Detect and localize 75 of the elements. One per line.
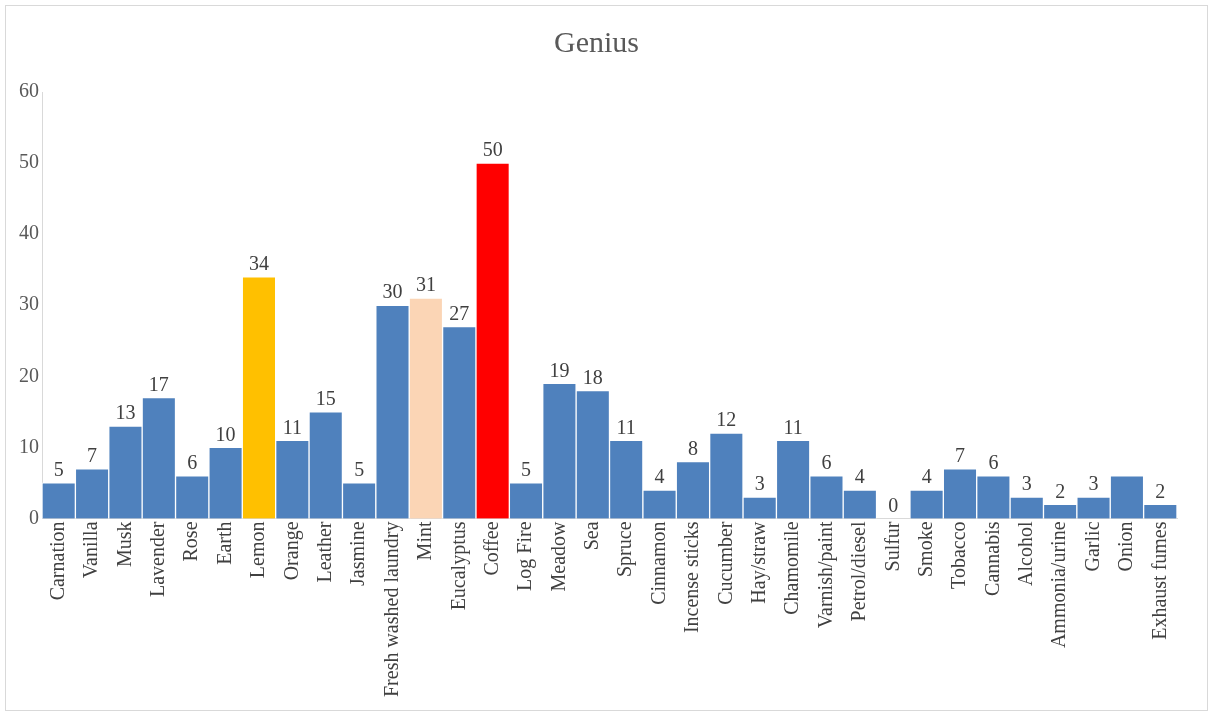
data-label: 6 <box>821 451 832 474</box>
data-label: 8 <box>687 436 698 459</box>
y-tick-label: 0 <box>29 505 39 528</box>
x-tick-label: Sulfur <box>880 521 903 572</box>
data-label: 27 <box>449 301 470 324</box>
x-tick-label: Orange <box>279 521 303 581</box>
x-tick-label: Leather <box>313 521 335 583</box>
x-tick-label: Ammonia/urine <box>1047 521 1070 649</box>
x-tick-label: Smoke <box>913 521 936 578</box>
data-label: 3 <box>754 472 765 495</box>
y-tick-label: 30 <box>19 292 39 315</box>
x-tick-label: Mint <box>413 521 436 561</box>
x-tick-label: Meadow <box>546 520 569 592</box>
x-tick-label: Chamomile <box>780 521 803 615</box>
y-tick-label: 50 <box>19 150 39 173</box>
data-label: 6 <box>988 451 999 474</box>
data-label: 31 <box>415 273 436 296</box>
data-label: 11 <box>282 415 302 438</box>
data-label: 13 <box>115 401 136 424</box>
data-label: 5 <box>354 458 365 481</box>
x-tick-label: Cucumber <box>713 521 736 605</box>
data-label: 17 <box>148 372 169 395</box>
x-tick-label: Garlic <box>1080 521 1103 572</box>
x-tick-label: Cinnamon <box>646 521 669 605</box>
data-label: 4 <box>654 465 665 488</box>
x-tick-label: Lemon <box>246 521 269 579</box>
x-tick-label: Rose <box>179 521 202 562</box>
x-tick-label: Eucalyptus <box>446 521 470 611</box>
x-tick-label: Musk <box>112 521 135 568</box>
x-tick-label: Sea <box>580 521 603 551</box>
data-label: 30 <box>382 280 403 303</box>
x-tick-label: Carnation <box>45 521 68 601</box>
x-tick-label: Lavender <box>146 521 169 597</box>
data-label: 18 <box>582 365 603 388</box>
x-tick-label: Earth <box>212 521 235 565</box>
data-label: 4 <box>854 465 865 488</box>
x-tick-label: Petrol/diesel <box>847 521 870 622</box>
y-tick-label: 60 <box>19 79 39 102</box>
x-tick-label: Hay/straw <box>746 520 770 604</box>
data-label: 10 <box>215 422 236 445</box>
data-label: 7 <box>87 443 98 466</box>
data-label: 19 <box>549 358 570 381</box>
x-tick-label: Incense sticks <box>680 521 703 634</box>
data-label: 12 <box>716 408 737 431</box>
data-label: 34 <box>248 252 269 275</box>
x-tick-label: Vanilla <box>79 521 102 579</box>
data-label: 5 <box>53 458 64 481</box>
data-label: 2 <box>1155 479 1166 502</box>
data-label: 50 <box>482 138 503 161</box>
y-tick-label: 10 <box>19 434 39 457</box>
x-tick-label: Fresh washed laundry <box>379 521 403 698</box>
data-label: 7 <box>955 443 966 466</box>
data-label: 0 <box>888 493 899 516</box>
x-tick-label: Varnish/paint <box>813 521 837 629</box>
x-tick-label: Onion <box>1114 521 1137 572</box>
x-tick-label: Log Fire <box>513 521 537 591</box>
data-label: 2 <box>1055 479 1066 502</box>
chart-title: Genius <box>554 24 639 58</box>
data-label: 3 <box>1021 472 1032 495</box>
x-tick-label: Cannabis <box>980 521 1003 596</box>
x-tick-label: Alcohol <box>1014 521 1037 586</box>
data-label: 5 <box>521 458 532 481</box>
x-tick-label: Spruce <box>613 521 637 578</box>
y-tick-label: 20 <box>19 363 39 386</box>
data-label: 4 <box>921 465 932 488</box>
x-tick-label: Tobacco <box>947 521 970 589</box>
data-label: 11 <box>616 415 636 438</box>
x-tick-label: Jasmine <box>346 521 369 586</box>
data-label: 6 <box>187 451 198 474</box>
x-tick-label: Coffee <box>479 521 502 576</box>
y-tick-label: 40 <box>19 221 39 244</box>
data-label: 3 <box>1088 472 1099 495</box>
data-label: 11 <box>783 415 803 438</box>
x-tick-label: Exhaust fumes <box>1147 521 1170 640</box>
data-label: 15 <box>315 387 336 410</box>
